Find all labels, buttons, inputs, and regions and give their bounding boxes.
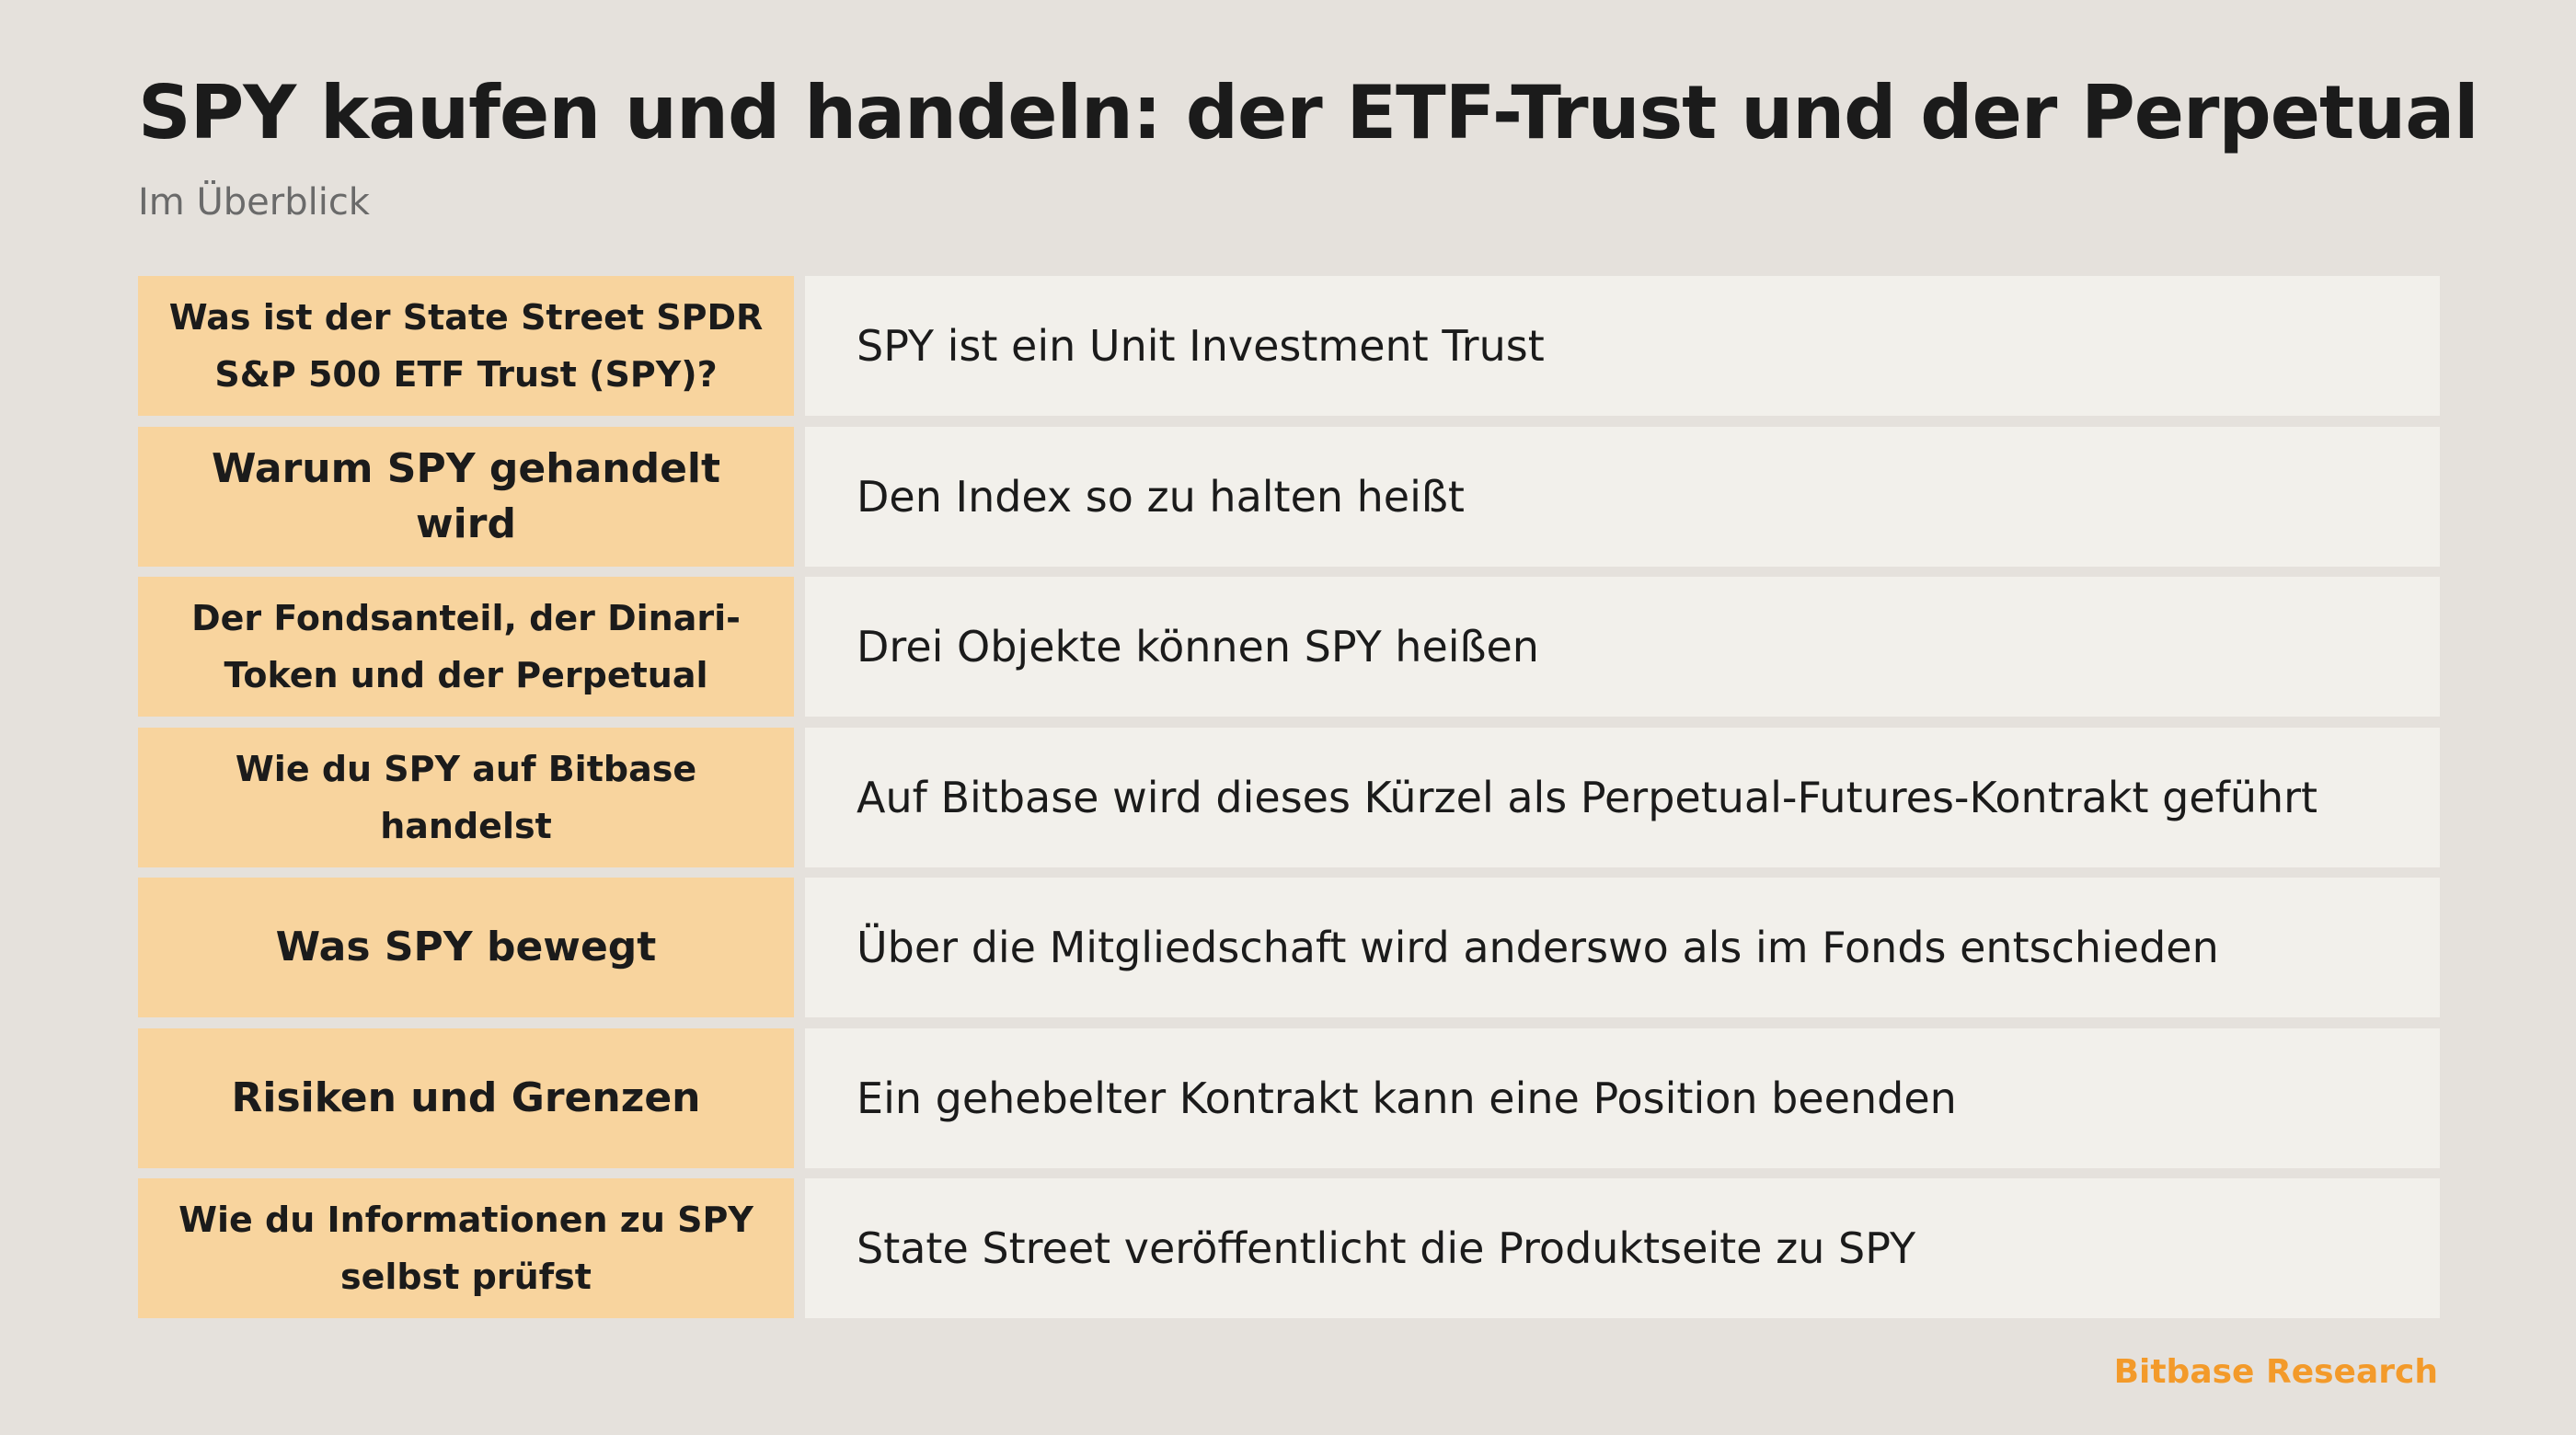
row-label: Was SPY bewegt — [138, 878, 794, 1017]
table-row: Was SPY bewegt Über die Mitgliedschaft w… — [138, 878, 2440, 1017]
overview-table: Was ist der State Street SPDR S&P 500 ET… — [138, 276, 2440, 1318]
table-row: Wie du Informationen zu SPY selbst prüfs… — [138, 1178, 2440, 1318]
row-value: Über die Mitgliedschaft wird anderswo al… — [805, 878, 2440, 1017]
row-value: State Street veröffentlicht die Produkts… — [805, 1178, 2440, 1318]
row-label: Der Fondsanteil, der Dinari-Token und de… — [138, 577, 794, 717]
row-value: Den Index so zu halten heißt — [805, 426, 2440, 567]
table-row: Was ist der State Street SPDR S&P 500 ET… — [138, 276, 2440, 416]
row-label: Warum SPY gehandelt wird — [138, 426, 794, 567]
row-value: Ein gehebelter Kontrakt kann eine Positi… — [805, 1027, 2440, 1168]
row-label: Risiken und Grenzen — [138, 1027, 794, 1168]
table-row: Wie du SPY auf Bitbase handelst Auf Bitb… — [138, 727, 2440, 867]
page-subtitle: Im Überblick — [138, 181, 370, 224]
row-value: Auf Bitbase wird dieses Kürzel als Perpe… — [805, 727, 2440, 867]
row-label: Wie du SPY auf Bitbase handelst — [138, 727, 794, 867]
row-label: Wie du Informationen zu SPY selbst prüfs… — [138, 1178, 794, 1318]
row-value: Drei Objekte können SPY heißen — [805, 577, 2440, 717]
table-row: Risiken und Grenzen Ein gehebelter Kontr… — [138, 1027, 2440, 1168]
table-row: Warum SPY gehandelt wird Den Index so zu… — [138, 426, 2440, 567]
brand-footer: Bitbase Research — [2113, 1353, 2438, 1391]
row-label: Was ist der State Street SPDR S&P 500 ET… — [138, 276, 794, 416]
page-title: SPY kaufen und handeln: der ETF-Trust un… — [138, 70, 2479, 155]
row-value: SPY ist ein Unit Investment Trust — [805, 276, 2440, 416]
table-row: Der Fondsanteil, der Dinari-Token und de… — [138, 577, 2440, 717]
